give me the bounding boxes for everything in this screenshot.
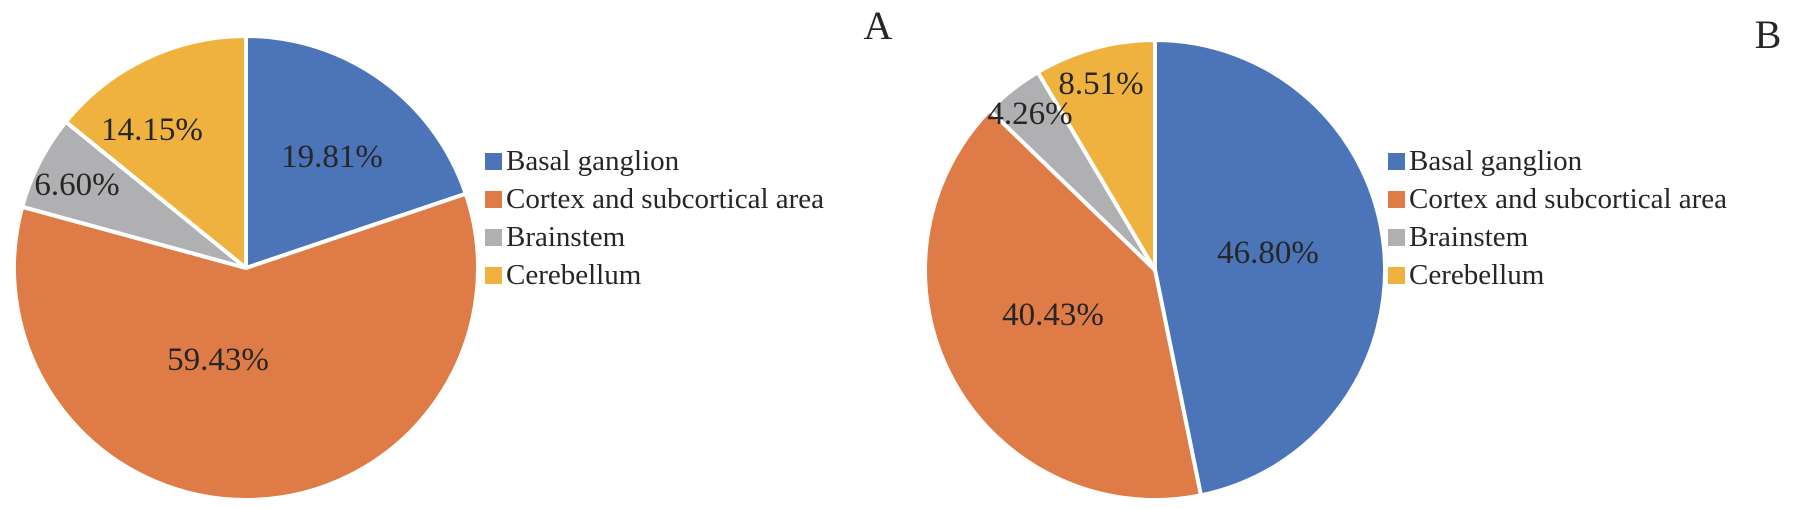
legend-item-cerebellum: Cerebellum (485, 256, 824, 294)
legend-swatch-cerebellum (1388, 266, 1405, 284)
legend-item-brainstem: Brainstem (485, 218, 824, 256)
pie-b-slice-cerebellum (1035, 38, 1157, 272)
legend-swatch-basal-ganglion (1388, 152, 1405, 170)
pie-a-data-label-basal-ganglion: 19.81% (281, 139, 383, 175)
legend-a: Basal ganglion Cortex and subcortical ar… (485, 142, 824, 294)
legend-item-cortex-and-subcortical-area: Cortex and subcortical area (1388, 180, 1727, 218)
pie-a-slice-basal-ganglion (244, 34, 468, 270)
legend-swatch-cortex-and-subcortical-area (485, 190, 502, 208)
pie-b-data-label-brainstem: 4.26% (987, 96, 1072, 132)
panel-label-a: A (863, 3, 893, 48)
pie-a-data-label-cerebellum: 14.15% (101, 112, 203, 148)
pie-b-data-label-cerebellum: 8.51% (1058, 66, 1143, 102)
legend-item-cerebellum: Cerebellum (1388, 256, 1727, 294)
legend-item-basal-ganglion: Basal ganglion (1388, 142, 1727, 180)
legend-label: Brainstem (1409, 220, 1529, 253)
legend-swatch-basal-ganglion (485, 152, 502, 170)
legend-item-brainstem: Brainstem (1388, 218, 1727, 256)
legend-b: Basal ganglion Cortex and subcortical ar… (1388, 142, 1727, 294)
pie-a-slice-cortex-and-subcortical-area (11, 191, 480, 502)
legend-label: Basal ganglion (506, 144, 680, 177)
pie-b-slice-cortex-and-subcortical-area (923, 108, 1203, 502)
pie-b-data-label-cortex-and-subcortical-area: 40.43% (1002, 297, 1104, 333)
legend-label: Basal ganglion (1409, 144, 1583, 177)
legend-swatch-cortex-and-subcortical-area (1388, 190, 1405, 208)
legend-label: Cortex and subcortical area (1409, 182, 1728, 215)
pie-a-data-label-cortex-and-subcortical-area: 59.43% (167, 342, 269, 378)
legend-label: Cerebellum (1409, 258, 1545, 291)
legend-swatch-brainstem (485, 228, 502, 246)
legend-item-basal-ganglion: Basal ganglion (485, 142, 824, 180)
legend-swatch-cerebellum (485, 266, 502, 284)
legend-label: Brainstem (506, 220, 626, 253)
panel-label-b: B (1754, 12, 1782, 57)
legend-label: Cerebellum (506, 258, 642, 291)
legend-swatch-brainstem (1388, 228, 1405, 246)
pie-a-slice-cerebellum (63, 34, 248, 270)
pie-b-data-label-basal-ganglion: 46.80% (1217, 235, 1319, 271)
legend-item-cortex-and-subcortical-area: Cortex and subcortical area (485, 180, 824, 218)
pie-a-data-label-brainstem: 6.60% (34, 167, 119, 203)
legend-label: Cortex and subcortical area (506, 182, 825, 215)
pie-b-slice-basal-ganglion (1153, 38, 1388, 498)
